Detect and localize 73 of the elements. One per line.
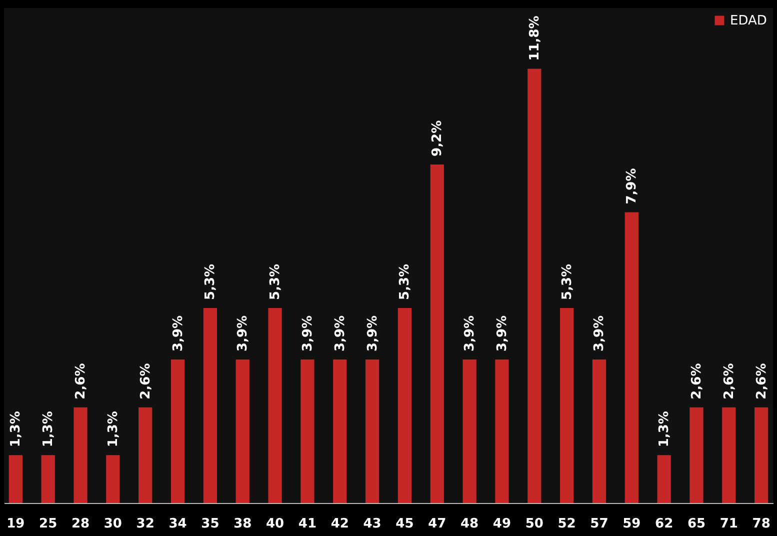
bar	[495, 359, 509, 503]
bar	[528, 68, 542, 503]
x-tick-label: 52	[558, 516, 576, 532]
data-label: 2,6%	[754, 363, 770, 400]
x-tick-label: 45	[396, 516, 414, 532]
bar	[430, 164, 444, 503]
x-tick-label: 41	[298, 516, 316, 532]
bar	[300, 359, 314, 503]
bar	[722, 407, 736, 503]
x-tick-label: 59	[622, 516, 641, 532]
x-tick-label: 19	[6, 516, 25, 532]
x-tick-label: 49	[492, 516, 512, 532]
x-tick-label: 30	[104, 516, 122, 532]
x-tick-label: 34	[168, 516, 187, 532]
data-label: 1,3%	[41, 411, 56, 448]
data-label: 7,9%	[624, 168, 640, 204]
data-label: 2,6%	[689, 363, 704, 400]
bar	[41, 455, 55, 503]
x-tick-label: 78	[752, 516, 770, 532]
x-tick-label: 38	[234, 516, 252, 532]
data-label: 1,3%	[8, 411, 24, 448]
x-tick-label: 40	[266, 516, 284, 532]
data-label: 3,9%	[236, 315, 251, 352]
bar	[8, 455, 22, 503]
data-label: 5,3%	[560, 264, 575, 300]
data-label: 2,6%	[722, 363, 737, 400]
bar	[236, 359, 250, 503]
data-label: 3,9%	[592, 315, 608, 352]
x-tick-label: 25	[39, 516, 58, 532]
data-label: 5,3%	[398, 264, 413, 300]
bar	[657, 455, 671, 503]
data-label: 3,9%	[300, 315, 316, 352]
x-tick-label: 28	[71, 516, 90, 532]
bar	[138, 407, 152, 503]
bar	[203, 308, 217, 503]
bar	[592, 359, 606, 503]
data-label: 3,9%	[365, 315, 380, 352]
data-label: 2,6%	[74, 363, 89, 400]
data-label: 3,9%	[332, 315, 348, 352]
bar	[365, 359, 380, 503]
x-tick-label: 50	[525, 516, 544, 532]
data-label: 3,9%	[462, 315, 478, 352]
data-label: 1,3%	[657, 411, 672, 448]
x-tick-label: 71	[720, 516, 738, 532]
x-tick-label: 57	[590, 516, 608, 532]
x-tick-label: 43	[363, 516, 382, 532]
bar	[106, 455, 120, 503]
bar	[754, 407, 768, 503]
bar	[333, 359, 347, 503]
data-label: 11,8%	[527, 16, 542, 61]
bar	[170, 359, 185, 503]
x-tick-label: 48	[460, 516, 479, 532]
data-label: 2,6%	[138, 363, 154, 400]
bar	[690, 407, 704, 503]
bar	[398, 308, 412, 503]
data-label: 5,3%	[268, 264, 284, 300]
x-tick-label: 35	[201, 516, 220, 532]
x-tick-label: 62	[655, 516, 674, 532]
bar	[74, 407, 88, 503]
bar	[268, 308, 282, 503]
x-tick-label: 47	[428, 516, 446, 532]
data-label: 9,2%	[430, 120, 446, 156]
data-label: 1,3%	[106, 411, 121, 448]
x-tick-label: 32	[136, 516, 154, 532]
bar	[624, 212, 638, 503]
legend-label: EDAD	[730, 14, 767, 28]
x-tick-label: 65	[687, 516, 706, 532]
bar	[462, 359, 476, 503]
data-label: 3,9%	[494, 315, 510, 352]
x-tick-label: 42	[330, 516, 349, 532]
bar	[560, 308, 574, 503]
data-label: 3,9%	[170, 315, 186, 352]
data-label: 5,3%	[203, 264, 218, 300]
